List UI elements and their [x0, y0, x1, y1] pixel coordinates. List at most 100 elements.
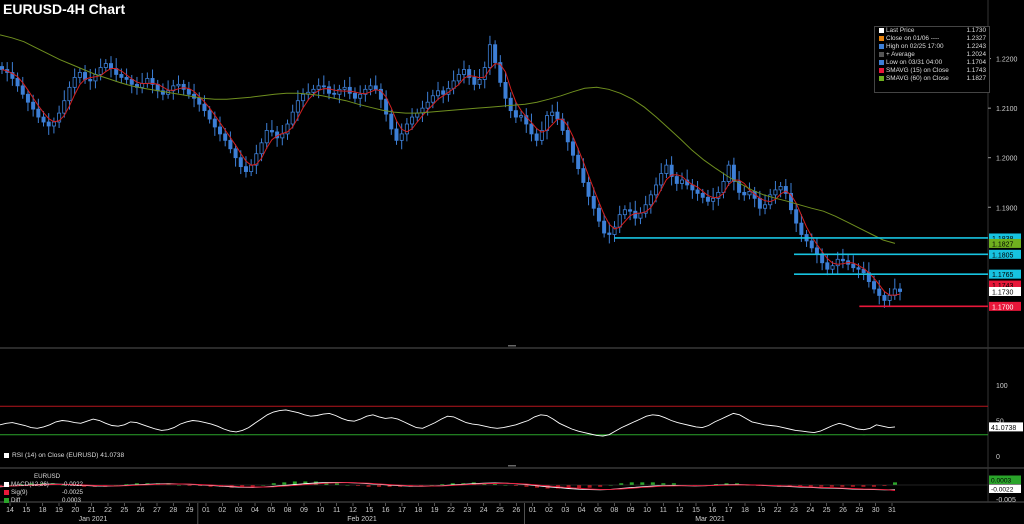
candle: [461, 69, 466, 75]
price-tick-label: 1.2000: [996, 156, 1018, 163]
rsi-oversold-fill: [160, 434, 164, 436]
candle: [186, 88, 191, 95]
price-tag: [989, 301, 1021, 311]
candle: [628, 209, 633, 212]
legend-row: Close on 01/06 ---- 1.2327: [875, 35, 989, 43]
candle: [482, 67, 487, 80]
date-label: 03: [235, 507, 243, 514]
legend-swatch: [879, 36, 884, 41]
candle: [62, 100, 67, 114]
macd-histogram-bar: [282, 482, 287, 485]
candle: [529, 123, 534, 135]
price-tag: [989, 269, 1021, 279]
date-label: 25: [120, 507, 128, 514]
candle: [332, 92, 337, 95]
candle: [321, 85, 326, 88]
rsi-oversold-fill: [806, 434, 810, 436]
date-label: 15: [692, 507, 700, 514]
candle: [809, 240, 814, 249]
rsi-oversold-fill: [800, 434, 804, 436]
candle: [207, 110, 212, 120]
macd-histogram-bar: [250, 485, 255, 487]
date-label: 28: [169, 507, 177, 514]
macd-histogram-bar: [82, 485, 87, 487]
date-label: 24: [480, 507, 488, 514]
candle: [301, 93, 306, 102]
candle: [711, 197, 716, 202]
date-label: 10: [316, 507, 324, 514]
date-label: 23: [463, 507, 471, 514]
macd-value-tag: [989, 484, 1021, 493]
legend-value: 1.1730: [966, 27, 986, 34]
macd-histogram-bar: [208, 485, 213, 487]
candle: [669, 164, 674, 177]
date-label: 05: [267, 507, 275, 514]
candle: [93, 74, 98, 82]
candle: [436, 90, 441, 97]
candle: [77, 72, 82, 78]
candle: [327, 86, 332, 94]
candle: [467, 69, 472, 78]
candle: [643, 204, 648, 214]
date-label: 02: [545, 507, 553, 514]
rsi-oversold-fill: [576, 434, 580, 436]
legend-swatch: [4, 498, 9, 503]
date-label: 18: [741, 507, 749, 514]
candle: [98, 67, 103, 75]
price-tag-label: 1.1743: [992, 283, 1014, 290]
date-label: 26: [137, 507, 145, 514]
date-label: 30: [872, 507, 880, 514]
month-label: Mar 2021: [695, 516, 725, 523]
macd-histogram-bar: [71, 485, 76, 486]
date-label: 24: [806, 507, 814, 514]
macd-legend-value: 0.0003: [62, 497, 81, 504]
candle: [882, 295, 887, 301]
rsi-oversold-fill: [818, 434, 822, 436]
candle: [581, 168, 586, 183]
candle: [425, 101, 430, 109]
signal-line: [0, 482, 896, 491]
macd-histogram-bar: [29, 483, 34, 485]
candle: [695, 189, 700, 194]
candle: [524, 115, 529, 125]
legend-row: Last Price 1.1730: [875, 27, 989, 35]
legend-label: + Average: [886, 51, 915, 58]
candle: [88, 79, 93, 82]
candle: [773, 189, 778, 196]
candle: [726, 164, 731, 182]
date-label: 25: [496, 507, 504, 514]
date-label: 22: [447, 507, 455, 514]
candle: [15, 78, 20, 87]
candle: [103, 63, 108, 68]
macd-histogram-bar: [840, 485, 845, 487]
candle: [67, 86, 72, 102]
macd-histogram-bar: [724, 483, 729, 485]
macd-value-tag: [989, 475, 1021, 484]
rsi-tick-label: 50: [996, 419, 1004, 426]
candle: [498, 62, 503, 83]
rsi-tick-label: 100: [996, 383, 1008, 390]
legend-label: High on 02/25 17:00: [886, 43, 944, 50]
candle: [716, 191, 721, 199]
legend-label: SMAVG (60) on Close: [886, 75, 949, 82]
macd-histogram-bar: [566, 485, 571, 489]
candle: [441, 90, 446, 95]
candle: [57, 112, 62, 123]
macd-histogram-bar: [134, 483, 139, 485]
candle: [742, 191, 747, 196]
candle: [430, 95, 435, 103]
legend-swatch: [879, 60, 884, 65]
rsi-tick-label: 0: [996, 454, 1000, 461]
candle: [877, 288, 882, 296]
date-label: 16: [708, 507, 716, 514]
rsi-legend-swatch: [4, 452, 9, 458]
date-label: 18: [414, 507, 422, 514]
date-label: 14: [6, 507, 14, 514]
legend-value: 1.1827: [966, 75, 986, 82]
candle: [679, 179, 684, 184]
macd-histogram-bar: [450, 483, 455, 485]
date-label: 17: [398, 507, 406, 514]
candle: [503, 81, 508, 99]
macd-histogram-bar: [440, 484, 445, 485]
candle: [150, 78, 155, 85]
